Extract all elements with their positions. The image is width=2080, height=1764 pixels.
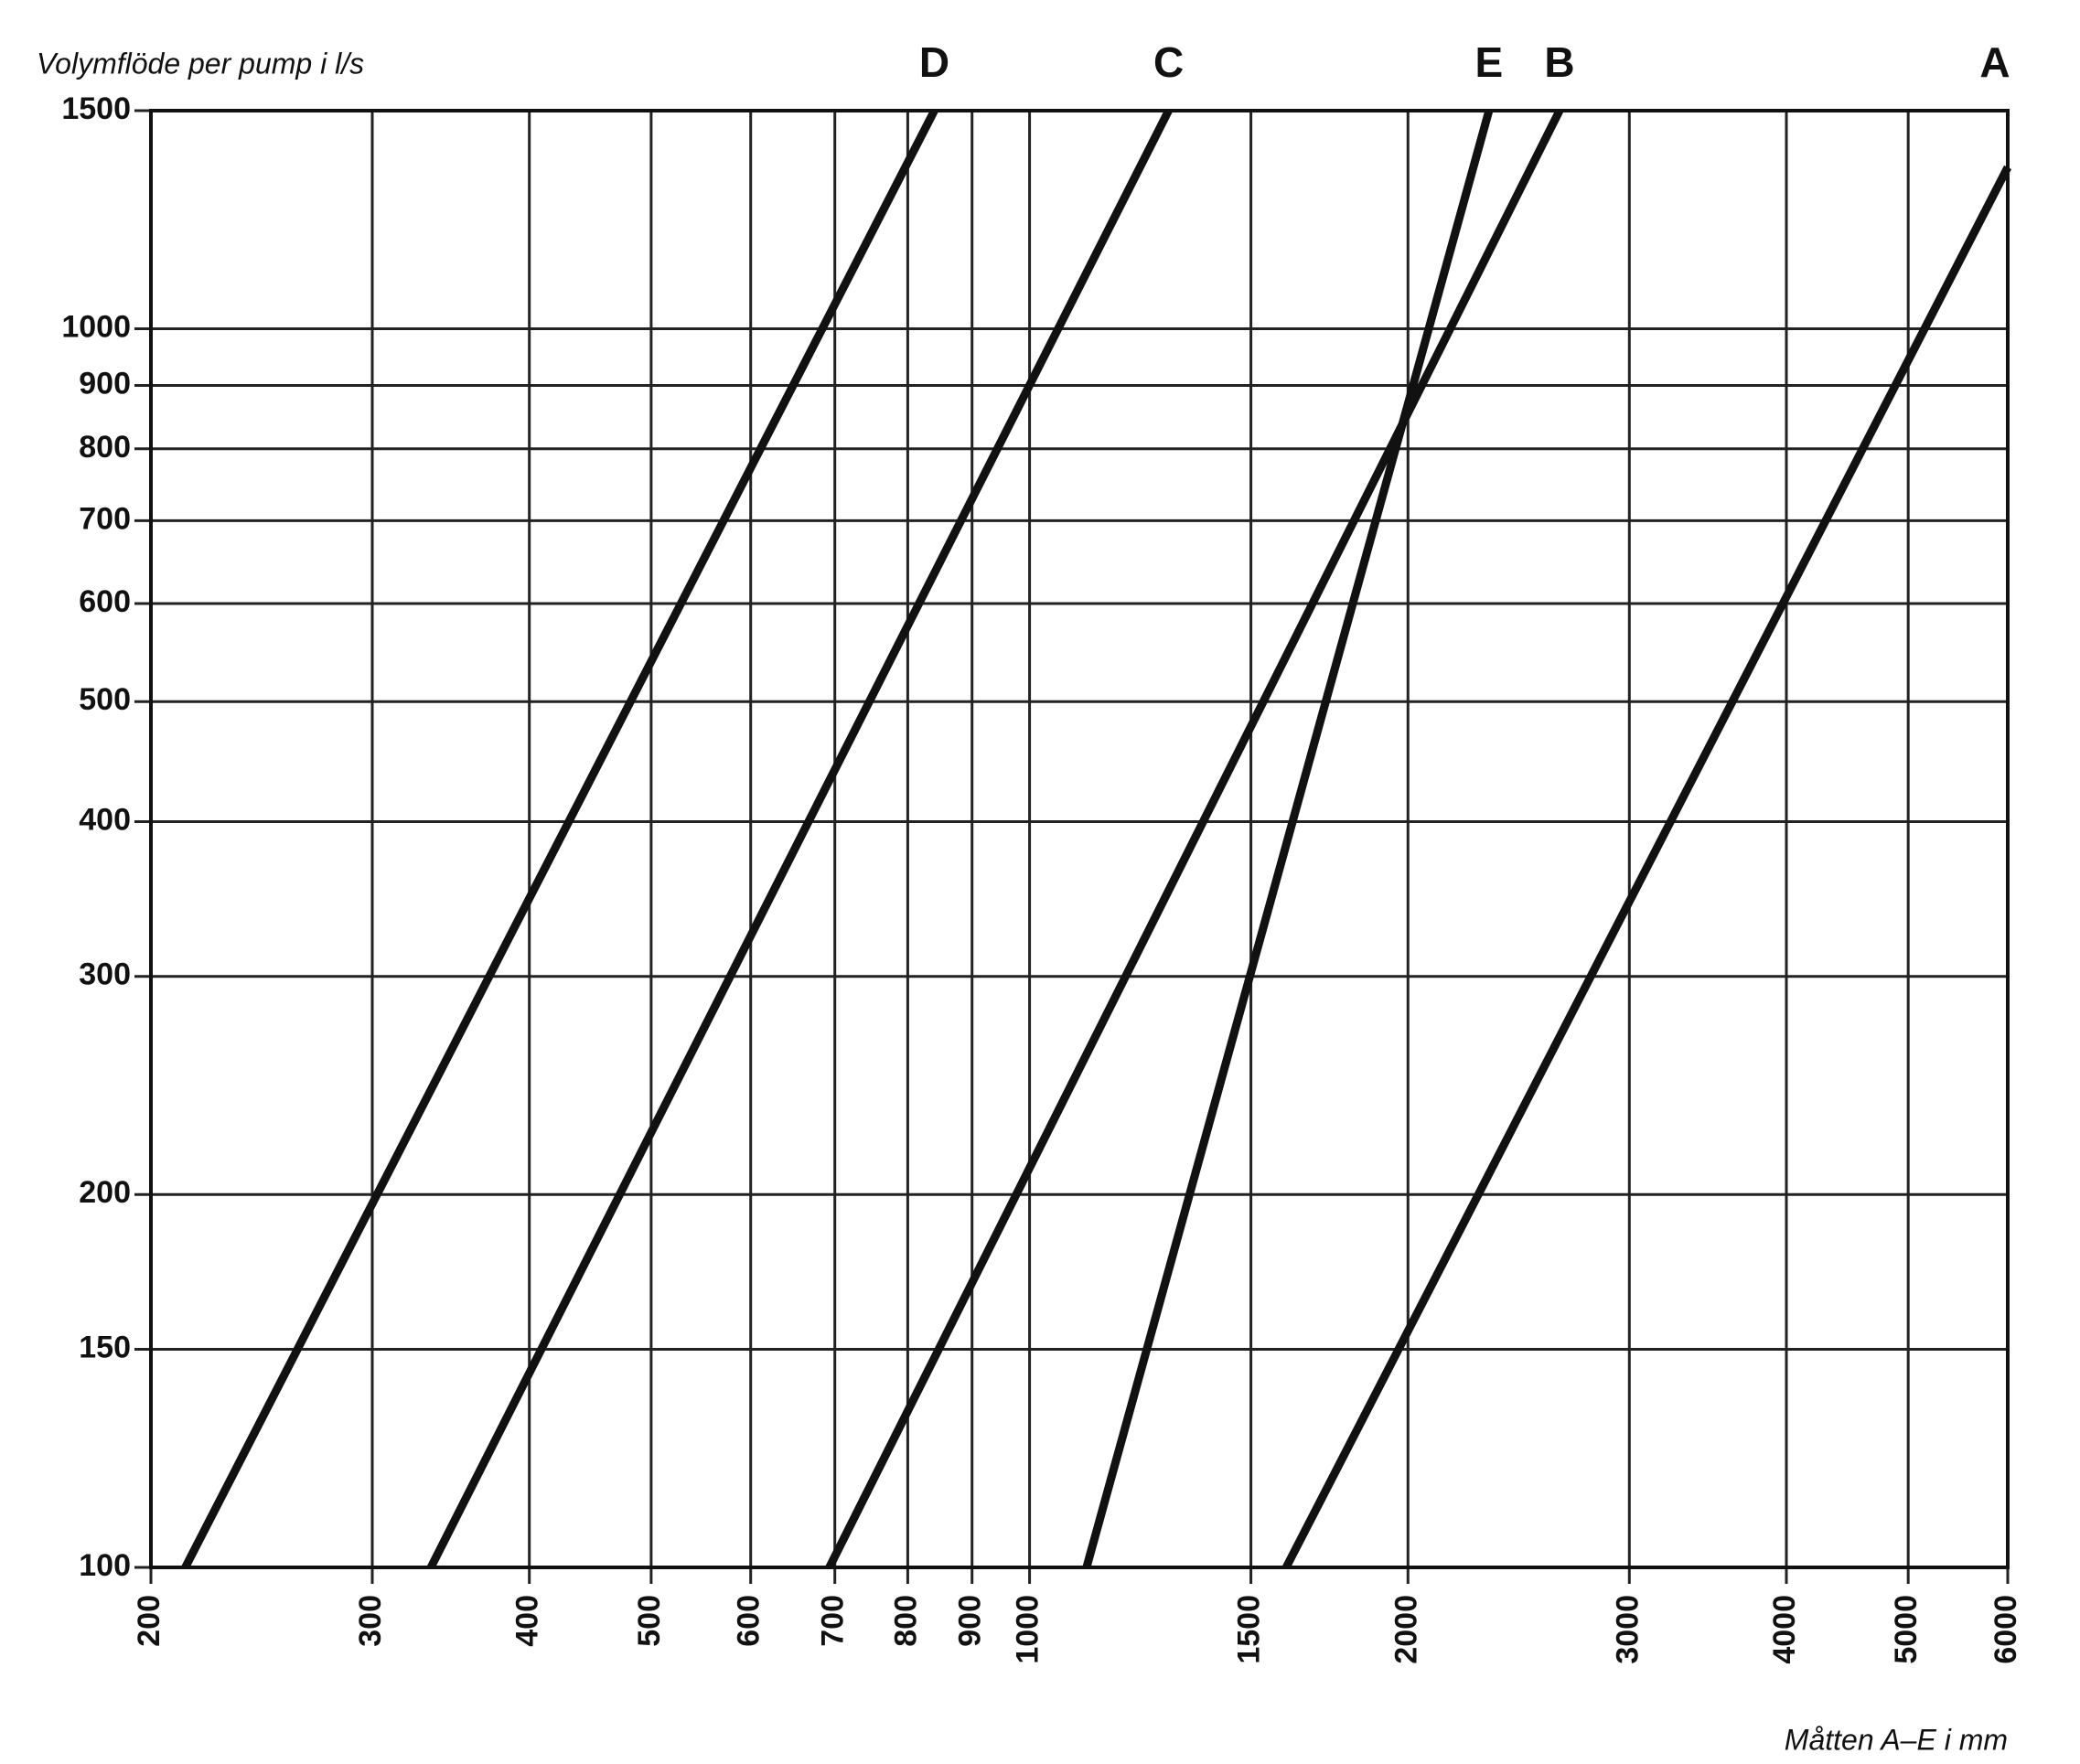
series-line <box>825 108 1564 1570</box>
y-tick-label: 600 <box>79 584 131 619</box>
y-tick-label: 500 <box>79 682 131 717</box>
y-tick-label: 150 <box>79 1330 131 1364</box>
series-line <box>1082 109 1494 1569</box>
x-tick-label: 3000 <box>1610 1595 1645 1664</box>
y-tick-label: 100 <box>79 1548 131 1583</box>
y-tick-label: 1500 <box>61 91 131 126</box>
x-tick-label: 2000 <box>1388 1595 1423 1664</box>
x-tick-label: 300 <box>353 1595 388 1647</box>
x-tick-label: 1500 <box>1232 1595 1267 1664</box>
y-tick-label: 200 <box>79 1175 131 1210</box>
x-tick-label: 700 <box>816 1595 851 1647</box>
x-tick-label: 6000 <box>1989 1595 2023 1664</box>
series-label: B <box>1544 38 1574 86</box>
x-tick-label: 1000 <box>1011 1595 1045 1664</box>
x-tick-label: 400 <box>510 1595 545 1647</box>
series-label: E <box>1475 38 1504 86</box>
y-tick-label: 900 <box>79 366 131 401</box>
x-tick-label: 800 <box>888 1595 923 1647</box>
series-line <box>427 108 1173 1570</box>
x-tick-label: 5000 <box>1889 1595 1924 1664</box>
x-tick-label: 500 <box>632 1595 667 1647</box>
series-label: A <box>1979 38 2010 86</box>
y-tick-label: 300 <box>79 957 131 992</box>
series-line <box>1282 165 2012 1570</box>
x-tick-label: 900 <box>953 1595 988 1647</box>
y-tick-label: 800 <box>79 430 131 465</box>
x-tick-label: 4000 <box>1767 1595 1802 1664</box>
y-axis-title: Volymflöde per pump i l/s <box>37 47 364 80</box>
y-tick-label: 400 <box>79 803 131 838</box>
x-axis-title: Måtten A–E i mm <box>1785 1723 2008 1756</box>
y-tick-label: 1000 <box>61 309 131 344</box>
x-tick-label: 200 <box>132 1595 166 1647</box>
series-label: D <box>919 38 949 86</box>
x-tick-label: 600 <box>732 1595 767 1647</box>
series-label: C <box>1153 38 1184 86</box>
plot-frame <box>149 109 2010 1569</box>
series-line <box>181 108 938 1570</box>
y-tick-label: 700 <box>79 501 131 536</box>
